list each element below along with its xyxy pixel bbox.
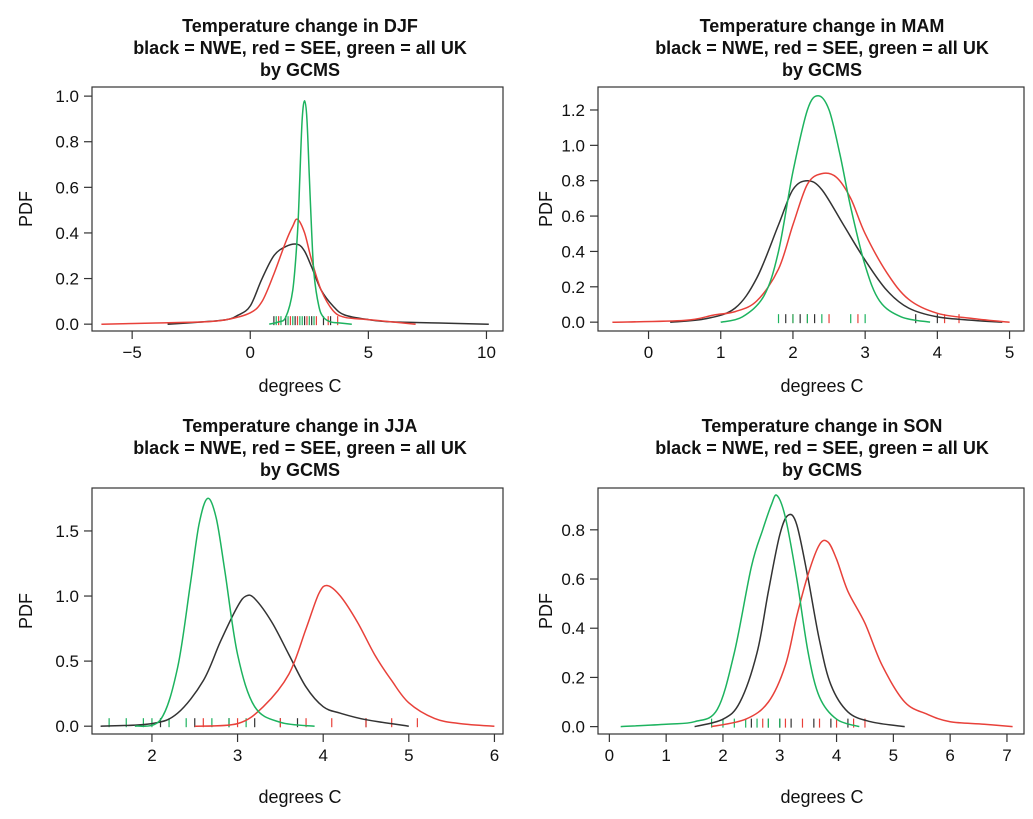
density-curve-1 — [694, 513, 905, 728]
y-tick-label: 0.2 — [55, 270, 79, 289]
y-tick-label: 0.6 — [55, 178, 79, 197]
density-curve-3 — [620, 494, 860, 728]
x-tick-label: 2 — [788, 343, 797, 362]
y-axis-label: PDF — [16, 593, 36, 629]
x-axis-label: degrees C — [258, 376, 341, 396]
chart-title: Temperature change in MAM — [700, 16, 945, 36]
x-tick-label: 3 — [775, 746, 784, 765]
x-tick-label: 3 — [860, 343, 869, 362]
x-tick-label: 3 — [233, 746, 242, 765]
y-tick-label: 0.6 — [561, 570, 585, 589]
x-tick-label: 1 — [716, 343, 725, 362]
x-tick-label: 0 — [644, 343, 653, 362]
chart-subtitle: black = NWE, red = SEE, green = all UK — [655, 438, 989, 458]
x-axis-label: degrees C — [258, 787, 341, 807]
y-tick-label: 0.5 — [55, 652, 79, 671]
chart-subtitle: black = NWE, red = SEE, green = all UK — [133, 38, 467, 58]
density-curve-2 — [711, 539, 1013, 728]
y-tick-label: 0.0 — [55, 717, 79, 736]
y-tick-label: 1.5 — [55, 522, 79, 541]
x-tick-label: 1 — [661, 746, 670, 765]
x-tick-label: 2 — [718, 746, 727, 765]
y-tick-label: 1.2 — [561, 101, 585, 120]
chart-title: Temperature change in DJF — [182, 16, 418, 36]
x-tick-label: 4 — [832, 746, 841, 765]
x-tick-label: 5 — [404, 746, 413, 765]
y-tick-label: 0.0 — [561, 718, 585, 737]
density-curve-2 — [194, 584, 495, 727]
chart-subtitle-2: by GCMS — [782, 460, 862, 480]
density-curve-3 — [269, 99, 352, 325]
x-tick-label: 6 — [945, 746, 954, 765]
x-tick-label: 0 — [246, 343, 255, 362]
y-tick-label: 0.8 — [561, 521, 585, 540]
y-tick-label: 0.0 — [55, 315, 79, 334]
y-tick-label: 0.4 — [561, 242, 585, 261]
y-tick-label: 0.4 — [561, 619, 585, 638]
x-axis-label: degrees C — [780, 376, 863, 396]
x-tick-label: 5 — [1005, 343, 1014, 362]
density-curve-1 — [670, 179, 1003, 323]
x-tick-label: 5 — [889, 746, 898, 765]
x-axis-label: degrees C — [780, 787, 863, 807]
y-tick-label: 0.4 — [55, 224, 79, 243]
density-curve-3 — [720, 95, 931, 323]
density-curve-1 — [100, 594, 409, 727]
x-tick-label: 4 — [933, 343, 942, 362]
y-tick-label: 0.6 — [561, 207, 585, 226]
density-curve-2 — [612, 172, 1010, 323]
plot-frame — [91, 487, 504, 735]
y-tick-label: 0.8 — [55, 133, 79, 152]
y-tick-label: 1.0 — [55, 587, 79, 606]
plot-frame — [91, 86, 504, 332]
plot-frame — [597, 487, 1025, 735]
x-tick-label: 10 — [477, 343, 496, 362]
y-axis-label: PDF — [16, 191, 36, 227]
chart-subtitle-2: by GCMS — [260, 460, 340, 480]
y-axis-label: PDF — [536, 593, 556, 629]
y-axis-label: PDF — [536, 191, 556, 227]
plot-frame — [597, 86, 1025, 332]
y-tick-label: 1.0 — [55, 87, 79, 106]
y-tick-label: 0.2 — [561, 278, 585, 297]
x-tick-label: 6 — [490, 746, 499, 765]
density-curve-2 — [101, 218, 416, 325]
x-tick-label: −5 — [122, 343, 141, 362]
y-tick-label: 0.0 — [561, 313, 585, 332]
density-curve-3 — [134, 497, 315, 727]
x-tick-label: 2 — [147, 746, 156, 765]
chart-subtitle-2: by GCMS — [782, 60, 862, 80]
x-tick-label: 0 — [605, 746, 614, 765]
y-tick-label: 0.8 — [561, 172, 585, 191]
y-tick-label: 0.2 — [561, 668, 585, 687]
chart-subtitle: black = NWE, red = SEE, green = all UK — [133, 438, 467, 458]
y-tick-label: 1.0 — [561, 136, 585, 155]
chart-subtitle-2: by GCMS — [260, 60, 340, 80]
density-curve-1 — [167, 243, 489, 325]
x-tick-label: 4 — [318, 746, 327, 765]
chart-title: Temperature change in SON — [702, 416, 943, 436]
x-tick-label: 5 — [364, 343, 373, 362]
x-tick-label: 7 — [1002, 746, 1011, 765]
chart-subtitle: black = NWE, red = SEE, green = all UK — [655, 38, 989, 58]
chart-title: Temperature change in JJA — [183, 416, 418, 436]
